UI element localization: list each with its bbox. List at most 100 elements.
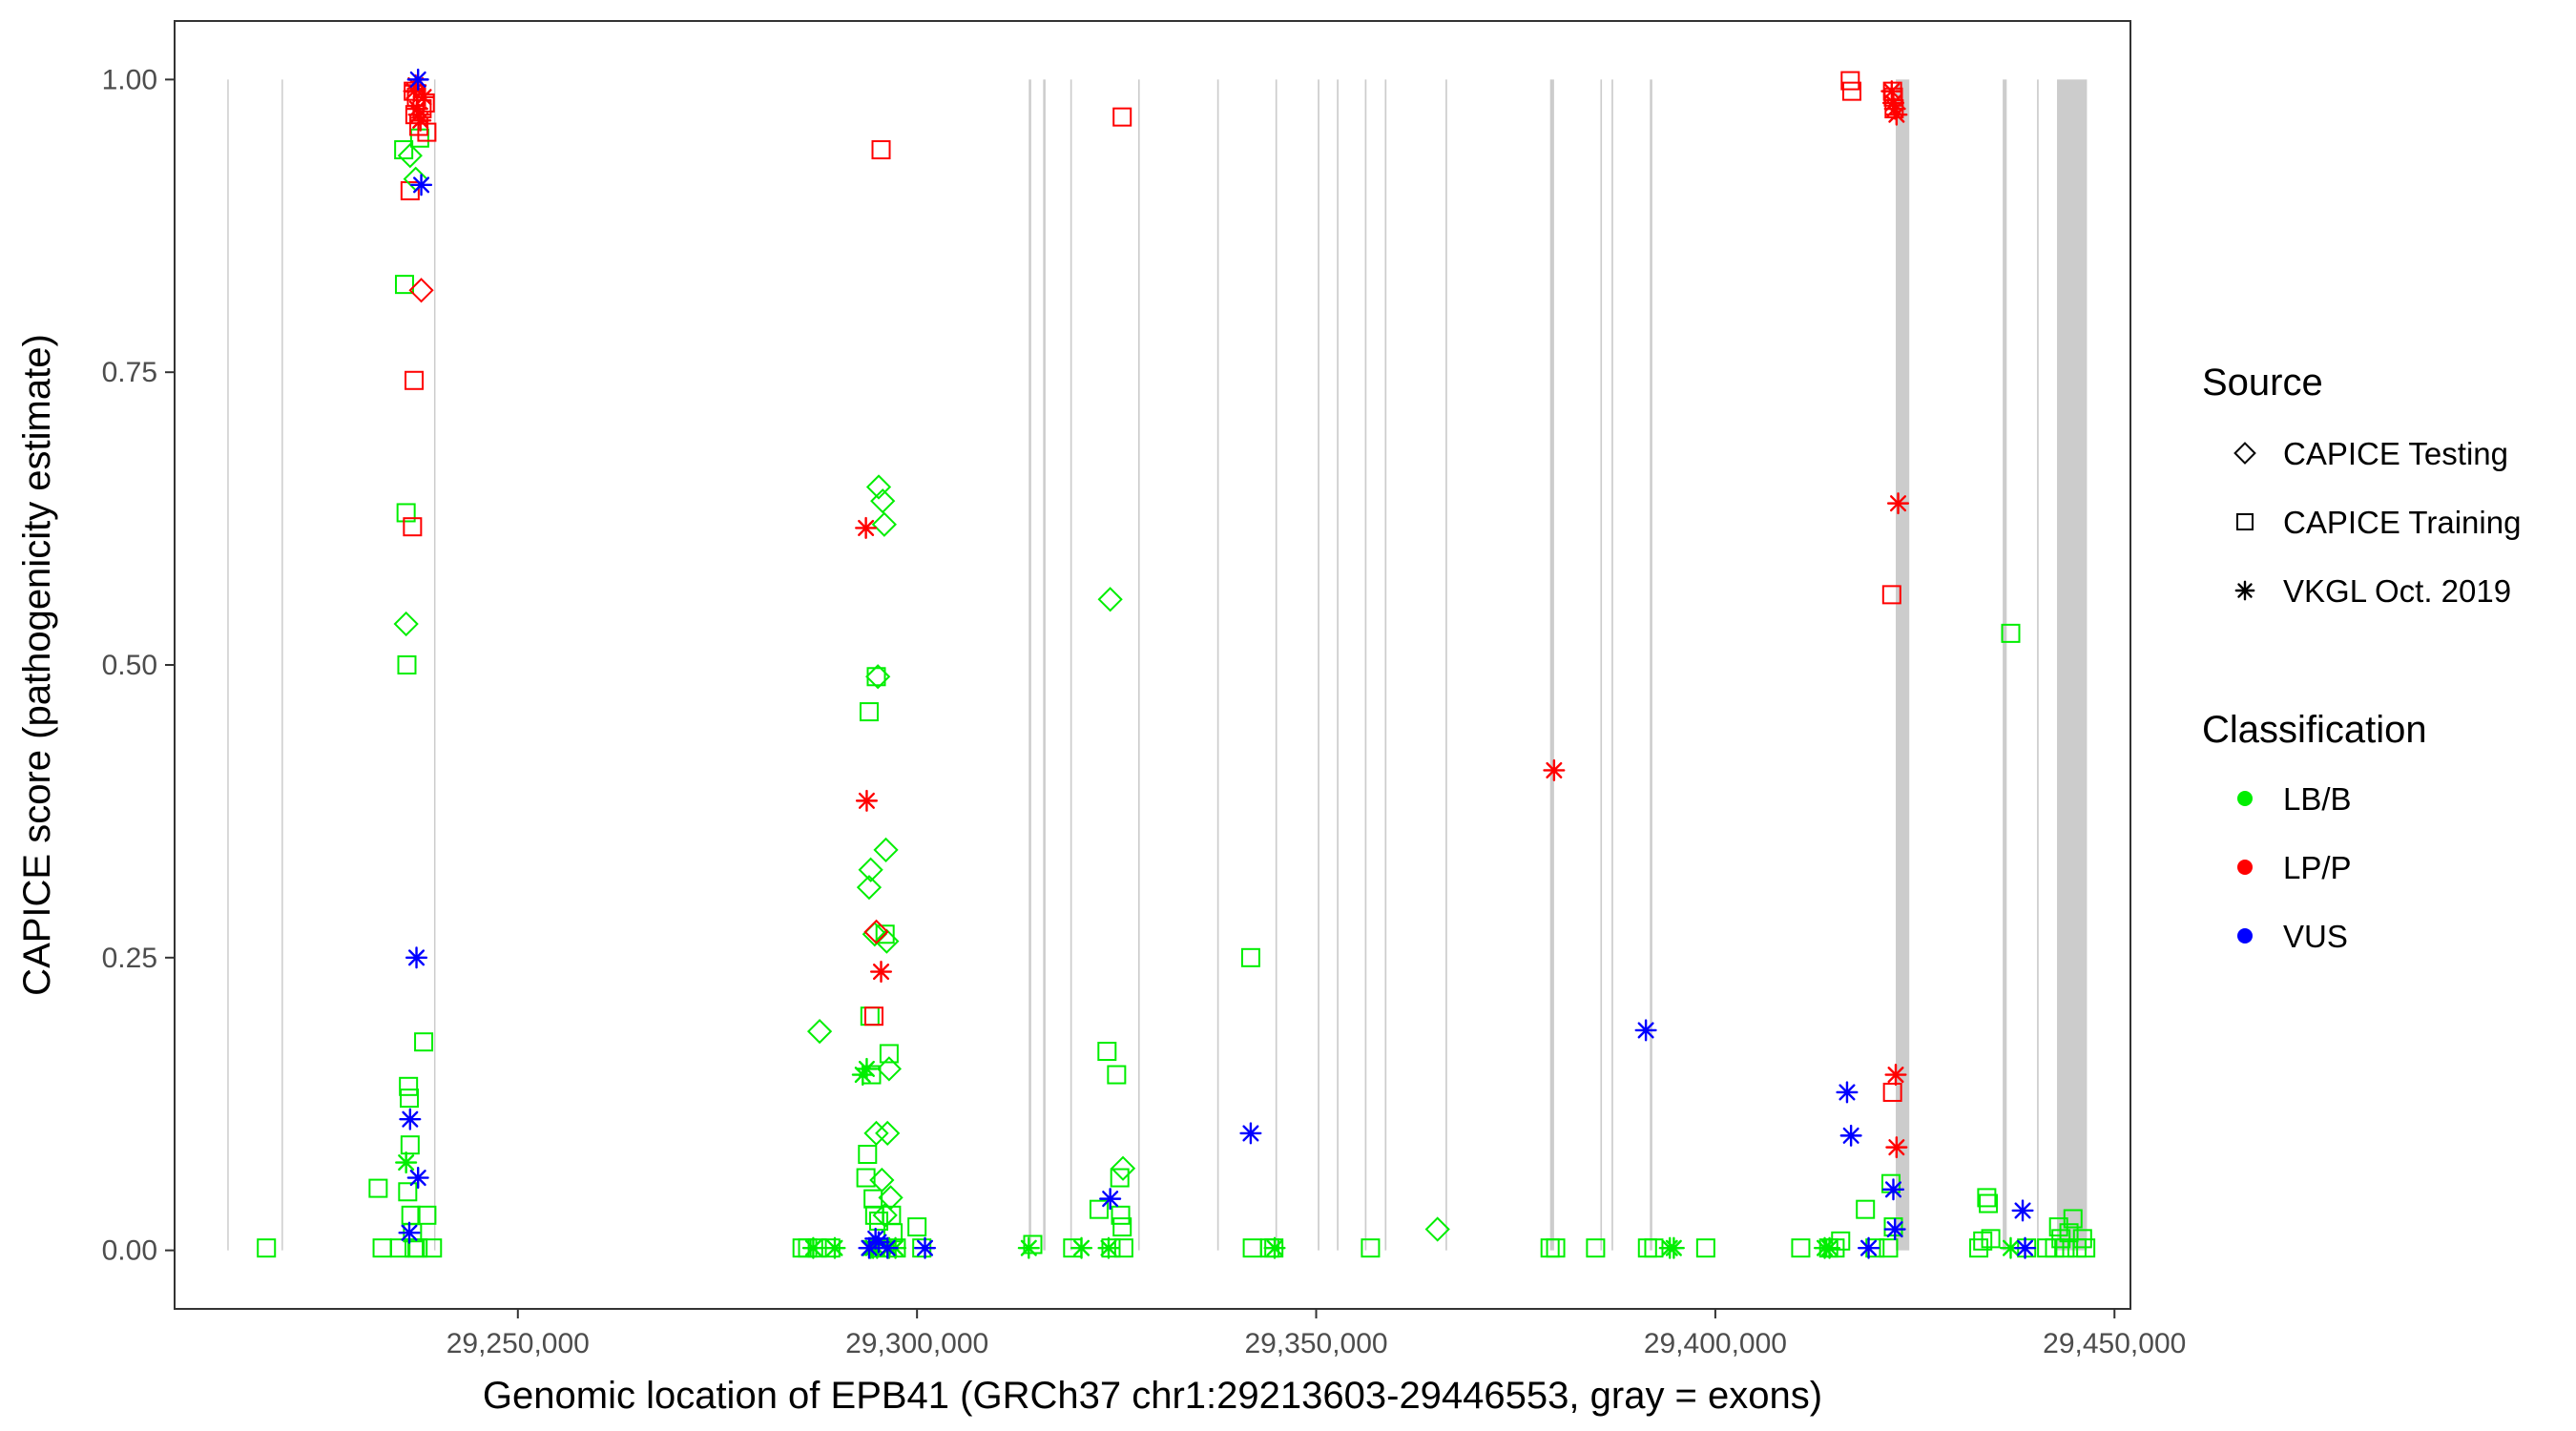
x-tick-label: 29,350,000 [1244, 1328, 1387, 1359]
asterisk-point-lp-p [869, 960, 893, 984]
asterisk-point-lb-b [801, 1236, 824, 1259]
square-point-lp-p [400, 180, 420, 200]
diamond-point-lp-p [408, 278, 434, 303]
square-point-lp-p [863, 1006, 883, 1027]
square-point-lb-b [394, 140, 414, 159]
square-point-lb-b [389, 1238, 409, 1258]
square-point-lp-p [1882, 1082, 1902, 1102]
square-point-lb-b [394, 275, 414, 295]
asterisk-point-vus [410, 174, 433, 197]
square-point-lb-b [1112, 1217, 1132, 1237]
legend-key-asterisk [2234, 580, 2255, 601]
square-point-lb-b [400, 1089, 419, 1109]
square-point-lb-b [1883, 1217, 1903, 1237]
square-point-lp-p [403, 517, 423, 537]
square-point-lb-b [1879, 1238, 1899, 1258]
asterisk-point-lb-b [1017, 1236, 1040, 1259]
square-point-lb-b [417, 1205, 437, 1225]
square-point-lb-b [1695, 1238, 1715, 1258]
y-tick-label: 0.00 [102, 1235, 157, 1267]
asterisk-point-vus [1239, 1122, 1262, 1145]
asterisk-point-vus [1858, 1236, 1880, 1259]
diamond-point-lb-b [872, 1202, 898, 1228]
diamond-point-lb-b [1097, 587, 1123, 612]
square-point-lb-b [257, 1238, 277, 1258]
square-point-lb-b [1240, 947, 1260, 967]
square-point-lb-b [869, 1211, 888, 1231]
diamond-point-lb-b [870, 488, 896, 514]
exon-band [1137, 79, 1140, 1251]
legend-label-classification: VUS [2283, 919, 2348, 954]
exon-band [1650, 79, 1652, 1251]
asterisk-point-lp-p [855, 789, 878, 812]
asterisk-point-vus [1634, 1019, 1657, 1042]
asterisk-point-vus [1839, 1124, 1862, 1147]
square-point-lb-b [399, 1076, 419, 1096]
legend-key-diamond [2233, 442, 2256, 465]
square-point-lb-b [398, 1182, 418, 1202]
y-axis: 0.00 0.25 0.50 0.75 1.00 [102, 64, 175, 1267]
exon-band [227, 79, 229, 1251]
exon-band [1364, 79, 1367, 1251]
y-tick-label: 0.25 [102, 943, 157, 974]
legend-key-dot [2237, 860, 2253, 875]
asterisk-point-vus [398, 1221, 421, 1244]
exon-band [2003, 79, 2007, 1251]
square-point-lb-b [2001, 623, 2021, 643]
square-point-lb-b [879, 1044, 899, 1064]
asterisk-point-lb-b [823, 1236, 846, 1259]
exon-band [1275, 79, 1278, 1251]
asterisk-point-lb-b [395, 1151, 418, 1174]
diamond-point-lb-b [863, 1120, 889, 1147]
x-tick-label: 29,300,000 [845, 1328, 988, 1359]
asterisk-point-lp-p [1885, 103, 1908, 126]
asterisk-point-lp-p [1884, 1063, 1907, 1087]
diamond-point-lb-b [873, 837, 899, 863]
square-point-lb-b [368, 1178, 388, 1198]
diamond-point-lb-b [876, 1056, 902, 1082]
diamond-point-lp-p [863, 919, 889, 944]
square-point-lb-b [1977, 1188, 1997, 1208]
square-point-lp-p [405, 370, 425, 390]
square-point-lb-b [1546, 1238, 1566, 1258]
square-point-lp-p [871, 140, 891, 159]
square-point-lb-b [2076, 1238, 2096, 1258]
square-point-lb-b [414, 1032, 434, 1052]
square-point-lb-b [397, 655, 417, 674]
asterisk-point-lb-b [1818, 1236, 1841, 1259]
square-point-lp-p [1840, 71, 1860, 91]
asterisk-point-lp-p [412, 86, 435, 109]
diamond-point-lb-b [1424, 1216, 1450, 1242]
square-point-lb-b [1089, 1199, 1109, 1219]
diamond-point-lb-b [871, 511, 897, 537]
legend-label-source: CAPICE Testing [2283, 436, 2508, 471]
asterisk-point-vus [913, 1236, 937, 1259]
exon-band [433, 79, 436, 1251]
square-point-lp-p [417, 122, 437, 142]
diamond-point-lb-b [393, 611, 419, 637]
exon-band [1337, 79, 1339, 1251]
y-axis-title: CAPICE score (pathogenicity estimate) [16, 334, 58, 996]
exon-band [281, 79, 283, 1251]
asterisk-point-vus [1836, 1081, 1859, 1104]
exon-band [1445, 79, 1447, 1251]
square-point-lb-b [423, 1238, 443, 1258]
square-point-lb-b [875, 924, 895, 944]
square-point-lb-b [1110, 1168, 1130, 1188]
legend-key-square [2236, 513, 2254, 530]
legend-key-dot [2237, 928, 2253, 944]
asterisk-point-lp-p [409, 109, 432, 132]
asterisk-point-vus [406, 1166, 429, 1190]
square-point-lb-b [1586, 1238, 1606, 1258]
asterisk-point-vus [2014, 1236, 2037, 1259]
square-point-lb-b [1107, 1065, 1127, 1085]
asterisk-point-lb-b [1097, 1236, 1120, 1259]
diamond-point-lb-b [869, 1167, 895, 1193]
legend-label-source: VKGL Oct. 2019 [2283, 573, 2511, 609]
asterisk-point-lb-b [1662, 1236, 1685, 1259]
square-point-lb-b [1856, 1199, 1876, 1219]
diamond-point-lb-b [874, 928, 900, 954]
square-point-lb-b [1791, 1238, 1811, 1258]
diamond-point-lb-b [875, 1120, 901, 1147]
